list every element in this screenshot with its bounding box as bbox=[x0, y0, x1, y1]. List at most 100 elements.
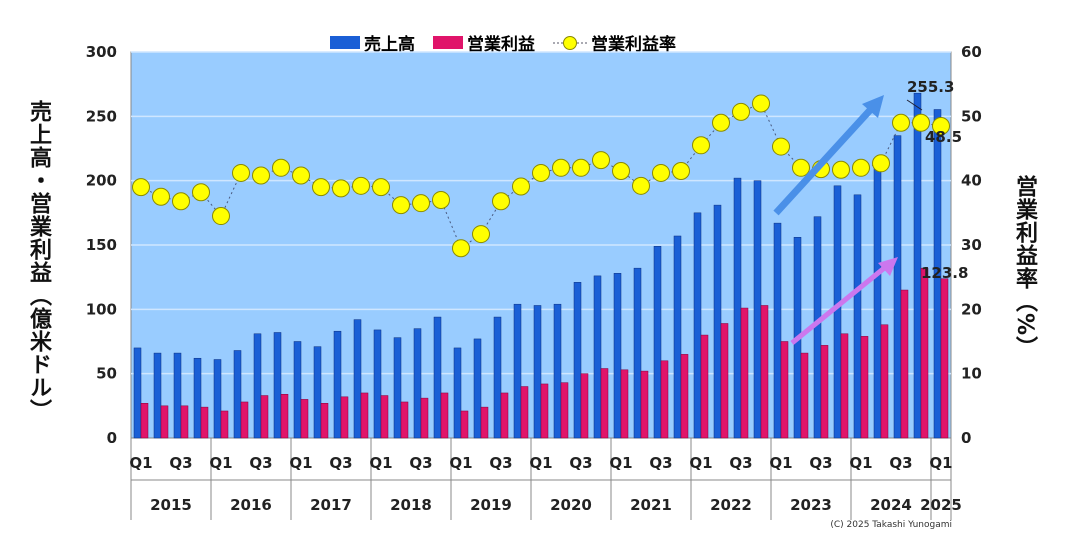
profit-bar bbox=[560, 382, 569, 439]
y2-tick-label: 50 bbox=[961, 107, 982, 125]
profit-bar bbox=[860, 336, 869, 439]
revenue-arrow-head bbox=[862, 95, 884, 118]
quarter-label: Q1 bbox=[849, 454, 872, 472]
profit-bar bbox=[880, 324, 889, 439]
profit-bar bbox=[800, 352, 809, 439]
revenue-bar bbox=[213, 359, 222, 439]
y-axis-right-label: 営業利益率（%） bbox=[1012, 175, 1037, 360]
profit-bar bbox=[500, 392, 509, 439]
margin-point bbox=[752, 94, 770, 113]
profit-trend-arrow bbox=[790, 263, 890, 345]
y-tick-label: 300 bbox=[86, 43, 117, 61]
quarter-label: Q1 bbox=[929, 454, 952, 472]
year-label: 2023 bbox=[790, 496, 832, 514]
margin-point bbox=[532, 163, 550, 182]
margin-point bbox=[192, 183, 210, 202]
profit-bar bbox=[160, 405, 169, 439]
revenue-bar bbox=[933, 109, 942, 439]
margin-point bbox=[672, 162, 690, 181]
revenue-bar bbox=[493, 316, 502, 439]
year-label: 2020 bbox=[550, 496, 592, 514]
profit-bar bbox=[340, 396, 349, 439]
quarter-label: Q3 bbox=[169, 454, 192, 472]
profit-bar bbox=[700, 334, 709, 439]
quarter-label: Q3 bbox=[489, 454, 512, 472]
quarter-label: Q1 bbox=[369, 454, 392, 472]
margin-point bbox=[312, 178, 330, 197]
margin-point bbox=[732, 102, 750, 121]
annotation-leader bbox=[906, 99, 923, 111]
profit-bar bbox=[300, 399, 309, 439]
profit-bar bbox=[240, 401, 249, 439]
profit-bar bbox=[380, 395, 389, 439]
margin-point bbox=[272, 158, 290, 177]
year-label: 2024 bbox=[870, 496, 912, 514]
year-label: 2021 bbox=[630, 496, 672, 514]
margin-point bbox=[792, 158, 810, 177]
quarter-label: Q1 bbox=[769, 454, 792, 472]
revenue-trend-arrow bbox=[773, 105, 875, 216]
margin-point bbox=[252, 166, 270, 185]
margin-point bbox=[612, 162, 630, 181]
copyright: (C) 2025 Takashi Yunogami bbox=[830, 520, 952, 530]
revenue-bar bbox=[473, 338, 482, 439]
profit-bar bbox=[640, 370, 649, 439]
profit-bar bbox=[400, 401, 409, 439]
revenue-bar bbox=[753, 180, 762, 439]
profit-bar bbox=[740, 307, 749, 439]
revenue-bar bbox=[693, 212, 702, 439]
profit-bar bbox=[140, 403, 149, 439]
profit-bar bbox=[660, 360, 669, 439]
revenue-bar bbox=[593, 275, 602, 439]
revenue-bar bbox=[173, 352, 182, 439]
revenue-bar bbox=[893, 135, 902, 439]
profit-bar bbox=[260, 395, 269, 439]
profit-bar bbox=[780, 341, 789, 439]
y2-tick-label: 10 bbox=[961, 365, 982, 383]
profit-bar bbox=[580, 373, 589, 439]
margin-point bbox=[352, 176, 370, 195]
profit-bar bbox=[540, 383, 549, 439]
profit-bar bbox=[460, 410, 469, 439]
revenue-bar bbox=[613, 273, 622, 439]
profit-bar bbox=[720, 323, 729, 439]
y-tick-label: 0 bbox=[107, 429, 117, 447]
profit-bar bbox=[200, 406, 209, 439]
margin-point bbox=[692, 136, 710, 155]
margin-point bbox=[152, 187, 170, 206]
quarter-label: Q3 bbox=[729, 454, 752, 472]
revenue-bar bbox=[713, 204, 722, 439]
margin-point bbox=[232, 163, 250, 182]
profit-bar bbox=[220, 410, 229, 439]
quarter-label: Q1 bbox=[449, 454, 472, 472]
y-tick-label: 150 bbox=[86, 236, 117, 254]
revenue-bar bbox=[553, 303, 562, 439]
revenue-bar bbox=[373, 329, 382, 439]
margin-point bbox=[632, 176, 650, 195]
margin-point bbox=[332, 179, 350, 198]
revenue-bar bbox=[193, 357, 202, 439]
revenue-bar bbox=[573, 282, 582, 439]
profit-bar bbox=[920, 267, 929, 439]
profit-bar bbox=[440, 392, 449, 439]
quarter-label: Q1 bbox=[129, 454, 152, 472]
y-axis-left-label: 売上高・営業利益（億米ドル） bbox=[26, 100, 51, 422]
profit-bar bbox=[600, 368, 609, 439]
y-tick-label: 50 bbox=[96, 365, 117, 383]
quarter-label: Q3 bbox=[649, 454, 672, 472]
revenue-bar bbox=[333, 330, 342, 439]
profit-bar bbox=[680, 354, 689, 439]
margin-point bbox=[872, 154, 890, 173]
quarter-label: Q3 bbox=[569, 454, 592, 472]
profit-bar bbox=[840, 333, 849, 439]
margin-point bbox=[172, 192, 190, 211]
profit-bar bbox=[940, 278, 949, 439]
profit-bar bbox=[480, 406, 489, 439]
year-label: 2019 bbox=[470, 496, 512, 514]
revenue-bar bbox=[873, 167, 882, 439]
profit-bar bbox=[760, 305, 769, 439]
revenue-bar bbox=[853, 194, 862, 439]
profit-bar bbox=[820, 345, 829, 439]
profit-bar bbox=[520, 386, 529, 439]
